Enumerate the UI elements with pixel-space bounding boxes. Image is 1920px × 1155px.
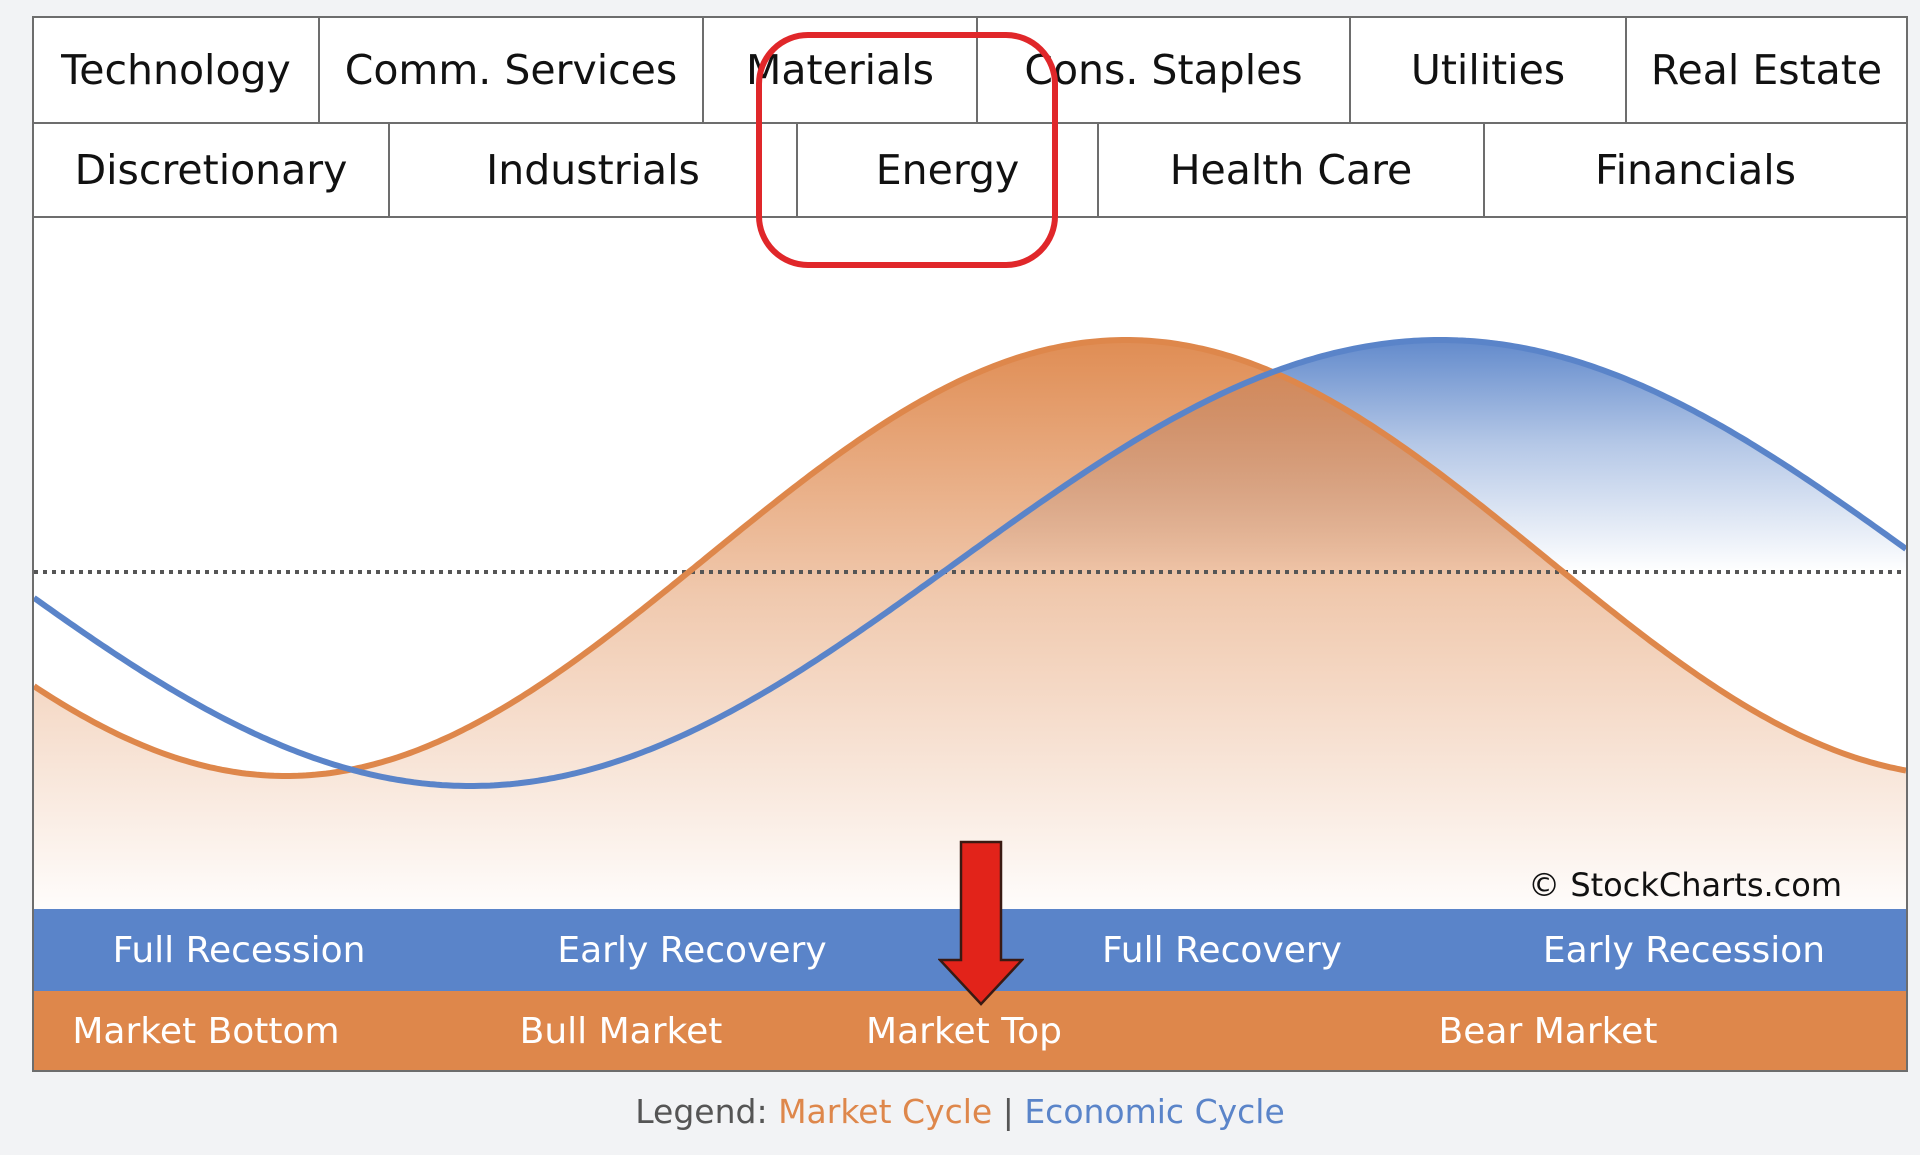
economic-cycle-curve	[34, 337, 1906, 789]
legend-prefix: Legend:	[635, 1092, 768, 1131]
sector-financials: Financials	[1595, 146, 1796, 194]
sector-industrials: Industrials	[390, 124, 798, 216]
sector-technology: Technology	[34, 18, 320, 122]
sector-discretionary: Discretionary	[34, 124, 390, 216]
sector-health-care: Health Care	[1099, 124, 1485, 216]
sector-utilities: Utilities	[1351, 18, 1627, 122]
copyright-label: © StockCharts.com	[1528, 866, 1842, 904]
phase-early-recession: Early Recession	[1542, 929, 1826, 971]
market-cycle-fill	[34, 340, 1906, 909]
phase-market-top: Market Top	[866, 1011, 1062, 1052]
legend-separator: |	[1002, 1092, 1014, 1131]
sector-energy: Energy	[798, 124, 1099, 216]
highlight-circle	[756, 32, 1058, 268]
phase-bear-market: Bear Market	[1438, 1011, 1658, 1052]
phase-full-recovery: Full Recovery	[1102, 929, 1342, 971]
market-cycle-band: Market Bottom Bull Market Market Top Bea…	[34, 991, 1906, 1070]
phase-early-recovery: Early Recovery	[557, 929, 827, 971]
sector-cons-staples: Cons. Staples	[978, 18, 1351, 122]
cycle-curves	[34, 337, 1906, 909]
sector-rotation-diagram: Technology Comm. Services Materials Cons…	[32, 16, 1908, 1072]
phase-bull-market: Bull Market	[519, 1011, 723, 1052]
sector-row-bottom: Discretionary Industrials Energy Health …	[34, 124, 1906, 218]
legend-market-cycle: Market Cycle	[778, 1092, 993, 1131]
sector-row-top: Technology Comm. Services Materials Cons…	[34, 18, 1906, 124]
phase-full-recession: Full Recession	[112, 929, 366, 971]
sector-real-estate: Real Estate	[1650, 46, 1883, 94]
sector-comm-services: Comm. Services	[320, 18, 704, 122]
down-arrow-icon	[938, 840, 1024, 1006]
legend: Legend: Market Cycle | Economic Cycle	[0, 1092, 1920, 1131]
phase-market-bottom: Market Bottom	[72, 1011, 340, 1052]
legend-economic-cycle: Economic Cycle	[1024, 1092, 1285, 1131]
